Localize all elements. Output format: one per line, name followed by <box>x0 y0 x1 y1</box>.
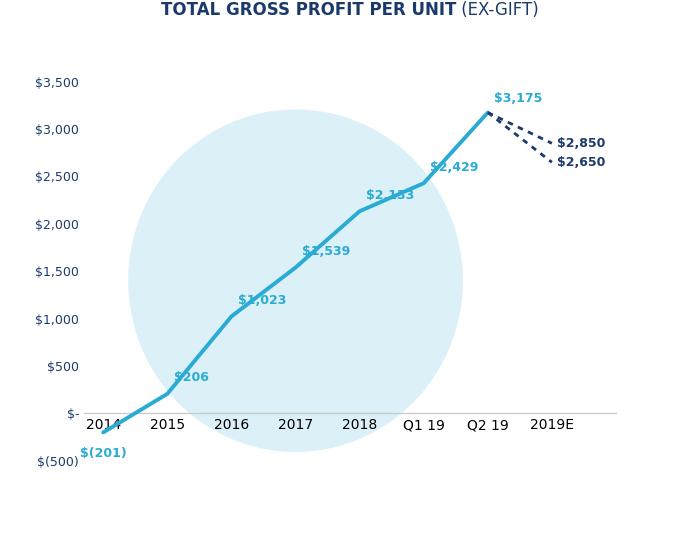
Text: $(201): $(201) <box>80 447 127 459</box>
Text: TOTAL GROSS PROFIT PER UNIT: TOTAL GROSS PROFIT PER UNIT <box>161 1 456 19</box>
Text: $2,133: $2,133 <box>366 189 414 202</box>
Text: $2,850: $2,850 <box>557 137 606 150</box>
Text: (EX-GIFT): (EX-GIFT) <box>456 1 539 19</box>
Text: $2,429: $2,429 <box>430 161 479 174</box>
Text: $3,175: $3,175 <box>494 92 542 105</box>
Text: $1,023: $1,023 <box>238 294 286 307</box>
Text: $2,650: $2,650 <box>557 156 606 169</box>
Text: $1,539: $1,539 <box>302 245 350 258</box>
Text: $206: $206 <box>174 372 209 384</box>
Ellipse shape <box>129 110 462 451</box>
